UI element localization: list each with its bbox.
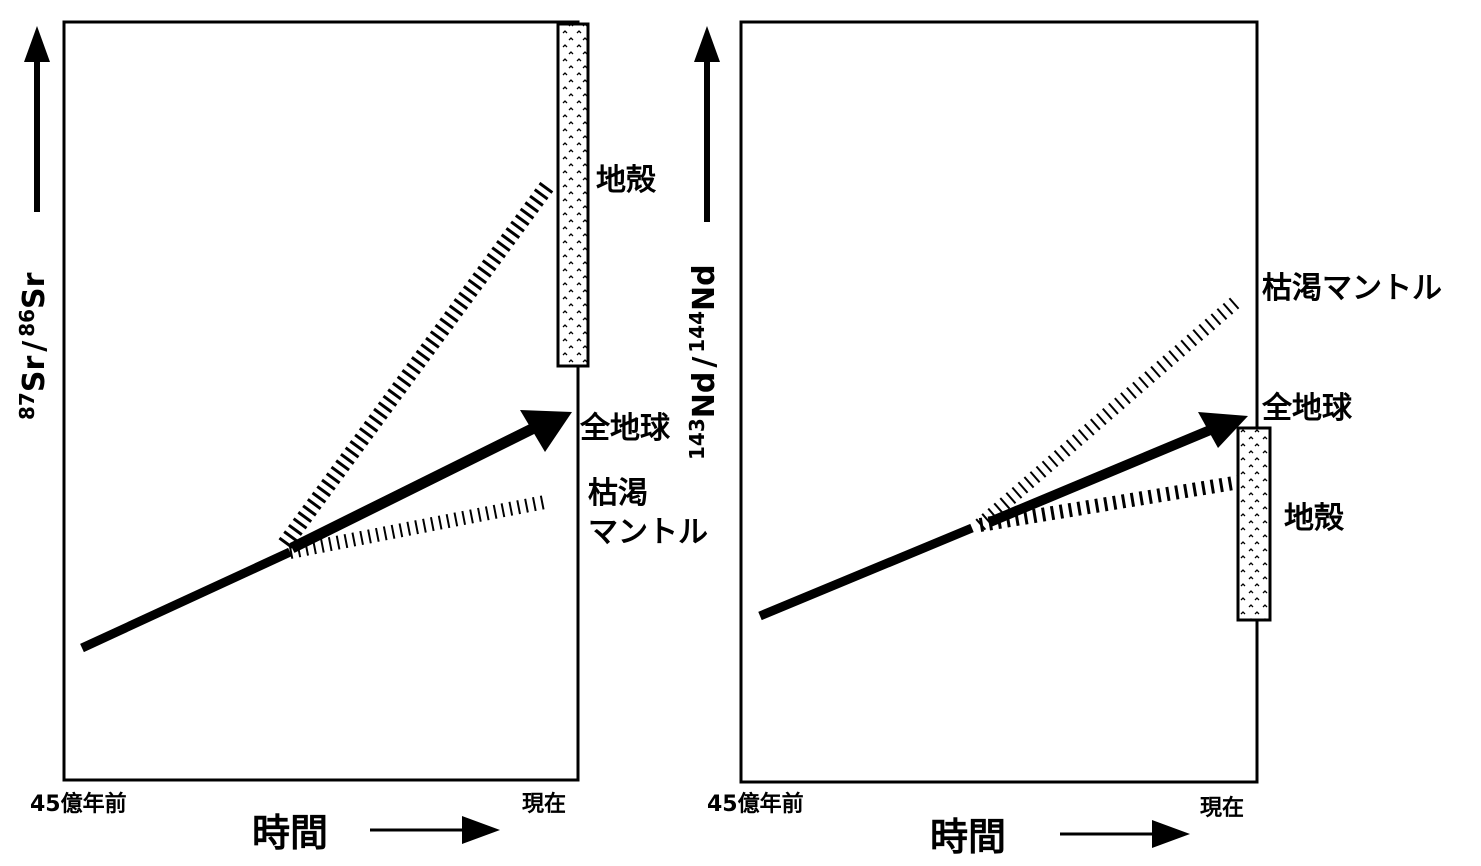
right-y-axis-arrow bbox=[694, 26, 720, 222]
left-crust-box bbox=[556, 22, 590, 368]
left-x-start-label: 45億年前 bbox=[30, 791, 127, 817]
left-label-depleted-1: 枯渇 bbox=[588, 476, 648, 511]
left-y-axis-label: 87Sr/86Sr bbox=[15, 272, 52, 420]
right-x-axis-label: 時間 bbox=[930, 815, 1006, 859]
right-plot-frame bbox=[739, 20, 1259, 784]
left-x-axis-label: 時間 bbox=[252, 811, 328, 855]
right-crust-evolution-line bbox=[978, 475, 1242, 532]
left-time-arrow bbox=[370, 816, 500, 844]
right-depleted-mantle-line bbox=[975, 294, 1243, 531]
left-panel: 87Sr/86Sr 地殻 全地球 枯渇 マントル 45億年前 現在 時間 bbox=[15, 20, 708, 855]
left-crust-evolution-line bbox=[278, 180, 555, 549]
right-bulk-earth-arrow bbox=[988, 412, 1248, 527]
right-label-bulk-earth: 全地球 bbox=[1261, 391, 1353, 426]
right-time-arrow bbox=[1060, 820, 1190, 848]
right-crust-box bbox=[1236, 426, 1272, 622]
left-bulk-earth-arrow bbox=[289, 410, 572, 553]
left-label-crust: 地殻 bbox=[596, 163, 657, 198]
right-early-evolution-line bbox=[758, 523, 974, 621]
right-label-depleted: 枯渇マントル bbox=[1262, 271, 1442, 306]
left-plot-frame bbox=[62, 20, 580, 782]
right-panel: 143Nd/144Nd 枯渇マントル 全地球 地殻 45億年前 現在 時間 bbox=[685, 20, 1442, 859]
left-x-end-label: 現在 bbox=[522, 791, 566, 817]
right-x-start-label: 45億年前 bbox=[707, 791, 804, 817]
right-x-end-label: 現在 bbox=[1200, 795, 1244, 821]
left-label-bulk-earth: 全地球 bbox=[579, 411, 671, 446]
right-y-axis-label: 143Nd/144Nd bbox=[685, 264, 722, 460]
left-depleted-mantle-line bbox=[288, 495, 547, 559]
left-label-depleted-2: マントル bbox=[588, 515, 708, 550]
left-early-evolution-line bbox=[80, 547, 292, 653]
left-y-axis-arrow bbox=[24, 26, 50, 212]
right-label-crust: 地殻 bbox=[1284, 501, 1345, 536]
